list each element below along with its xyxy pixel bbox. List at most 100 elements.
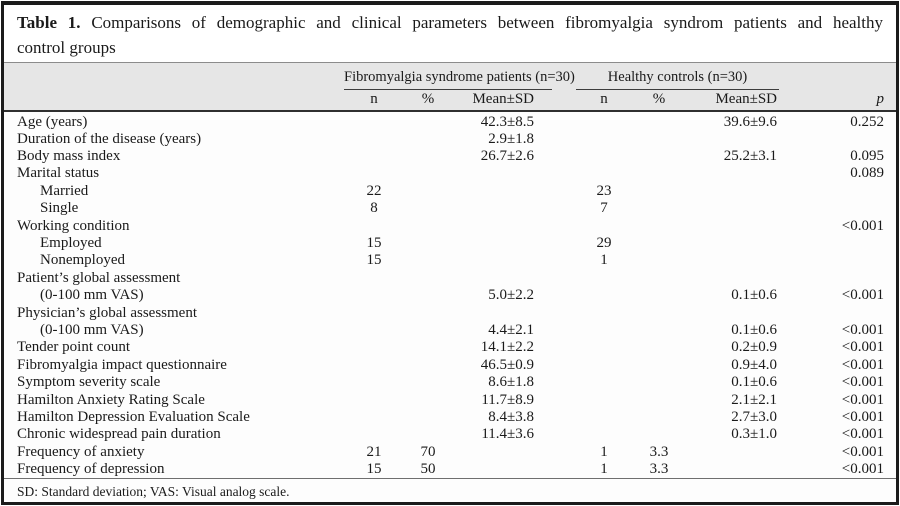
- fms-mean-cell: 2.9±1.8: [488, 130, 535, 147]
- table-row: Hamilton Depression Evaluation Scale 8.4±…: [4, 409, 896, 426]
- fms-n-cell: [344, 131, 404, 148]
- hc-pct-cell: [632, 131, 686, 148]
- group-header-healthy-controls: Healthy controls (n=30): [576, 62, 780, 90]
- spacer-cell: [552, 444, 576, 461]
- fms-n-cell: 21: [366, 443, 382, 460]
- p-value-cell: <0.001: [841, 356, 885, 373]
- fms-n-cell: 15: [366, 252, 382, 269]
- table-row: Working condition <0.001: [4, 217, 896, 234]
- spacer-cell: [552, 111, 576, 131]
- hc-pct-cell: [632, 409, 686, 426]
- row-label: (0-100 mm VAS): [40, 287, 144, 304]
- hc-mean-cell: 0.1±0.6: [731, 321, 778, 338]
- hc-mean-cell: [686, 131, 779, 148]
- hc-n-cell: [576, 148, 632, 165]
- fms-pct-cell: [404, 391, 452, 408]
- hc-n-cell: [576, 131, 632, 148]
- hc-n-cell: [576, 111, 632, 131]
- comparison-table: Fibromyalgia syndrome patients (n=30) He…: [4, 62, 897, 478]
- fms-n-cell: [344, 374, 404, 391]
- spacer-header-cell: [552, 89, 577, 112]
- fms-mean-cell: [452, 270, 552, 287]
- table-row: Hamilton Anxiety Rating Scale 11.7±8.9 2.1…: [4, 391, 896, 408]
- col-header-p: p: [779, 89, 897, 112]
- fms-mean-cell: [452, 200, 552, 217]
- hc-mean-cell: [686, 252, 779, 269]
- spacer-cell: [552, 270, 576, 287]
- p-value-cell: [779, 270, 896, 287]
- fms-n-cell: [344, 111, 404, 131]
- row-label: Tender point count: [17, 339, 131, 356]
- hc-mean-cell: 2.1±2.1: [731, 391, 778, 408]
- spacer-cell: [552, 374, 576, 391]
- table-row: Married 22 23: [4, 183, 896, 200]
- table-row: Patient’s global assessment: [4, 270, 896, 287]
- row-label: Nonemployed: [40, 252, 125, 269]
- fms-pct-cell: 50: [420, 461, 436, 478]
- fms-n-cell: [344, 270, 404, 287]
- hc-pct-cell: [632, 183, 686, 200]
- hc-pct-cell: [632, 391, 686, 408]
- hc-pct-cell: [632, 374, 686, 391]
- hc-mean-cell: [686, 235, 779, 252]
- hc-n-cell: [576, 426, 632, 443]
- fms-n-cell: 8: [370, 200, 378, 217]
- p-value-cell: [779, 183, 896, 200]
- p-value-cell: [779, 252, 896, 269]
- row-label: Working condition: [17, 217, 130, 234]
- spacer-cell: [552, 426, 576, 443]
- fms-n-cell: [344, 357, 404, 374]
- p-value-cell: <0.001: [841, 217, 885, 234]
- hc-mean-cell: [686, 217, 779, 234]
- hc-n-cell: [576, 304, 632, 321]
- fms-pct-cell: [404, 111, 452, 131]
- hc-mean-cell: [686, 444, 779, 461]
- p-value-cell: [779, 304, 896, 321]
- row-label: Patient’s global assessment: [17, 269, 181, 286]
- hc-mean-cell: [686, 183, 779, 200]
- p-value-cell: <0.001: [841, 321, 885, 338]
- fms-n-cell: 15: [366, 235, 382, 252]
- table-row: Frequency of anxiety 21 70 1 3.3 <0.001: [4, 444, 896, 461]
- fms-n-cell: [344, 287, 404, 304]
- empty-header-cell: [4, 89, 344, 112]
- hc-mean-cell: 0.1±0.6: [731, 287, 778, 304]
- p-value-cell: <0.001: [841, 461, 885, 478]
- spacer-cell: [552, 409, 576, 426]
- row-label: Frequency of anxiety: [17, 443, 145, 460]
- hc-n-cell: 1: [600, 252, 608, 269]
- table-row: Marital status 0.089: [4, 165, 896, 182]
- hc-pct-cell: [632, 287, 686, 304]
- table-row: Employed 15 29: [4, 235, 896, 252]
- hc-mean-cell: [686, 165, 779, 182]
- fms-n-cell: [344, 304, 404, 321]
- hc-mean-cell: 0.2±0.9: [731, 339, 778, 356]
- hc-pct-cell: [632, 322, 686, 339]
- row-label: Married: [40, 182, 89, 199]
- row-label: Employed: [40, 235, 102, 252]
- table-title: Table 1. Comparisons of demographic and …: [4, 5, 896, 62]
- p-value-cell: 0.095: [850, 148, 885, 165]
- hc-n-cell: [576, 357, 632, 374]
- hc-pct-cell: [632, 165, 686, 182]
- fms-n-cell: [344, 426, 404, 443]
- hc-n-cell: [576, 287, 632, 304]
- fms-mean-cell: 5.0±2.2: [488, 287, 535, 304]
- hc-mean-cell: [686, 304, 779, 321]
- fms-pct-cell: [404, 148, 452, 165]
- fms-mean-cell: [452, 217, 552, 234]
- fms-mean-cell: [452, 235, 552, 252]
- p-value-cell: <0.001: [841, 408, 885, 425]
- hc-mean-cell: 0.1±0.6: [731, 374, 778, 391]
- col-header-mean-hc: Mean±SD: [686, 89, 780, 112]
- hc-mean-cell: 39.6±9.6: [723, 113, 778, 130]
- hc-n-cell: 7: [600, 200, 608, 217]
- fms-mean-cell: 11.4±3.6: [481, 426, 535, 443]
- col-header-pct-fms: %: [404, 89, 452, 112]
- row-label: (0-100 mm VAS): [40, 321, 144, 338]
- table-row: Symptom severity scale 8.6±1.8 0.1±0.6 <0.0…: [4, 374, 896, 391]
- hc-pct-cell: [632, 217, 686, 234]
- empty-header-cell: [4, 62, 344, 90]
- hc-mean-cell: 25.2±3.1: [723, 148, 778, 165]
- fms-pct-cell: [404, 322, 452, 339]
